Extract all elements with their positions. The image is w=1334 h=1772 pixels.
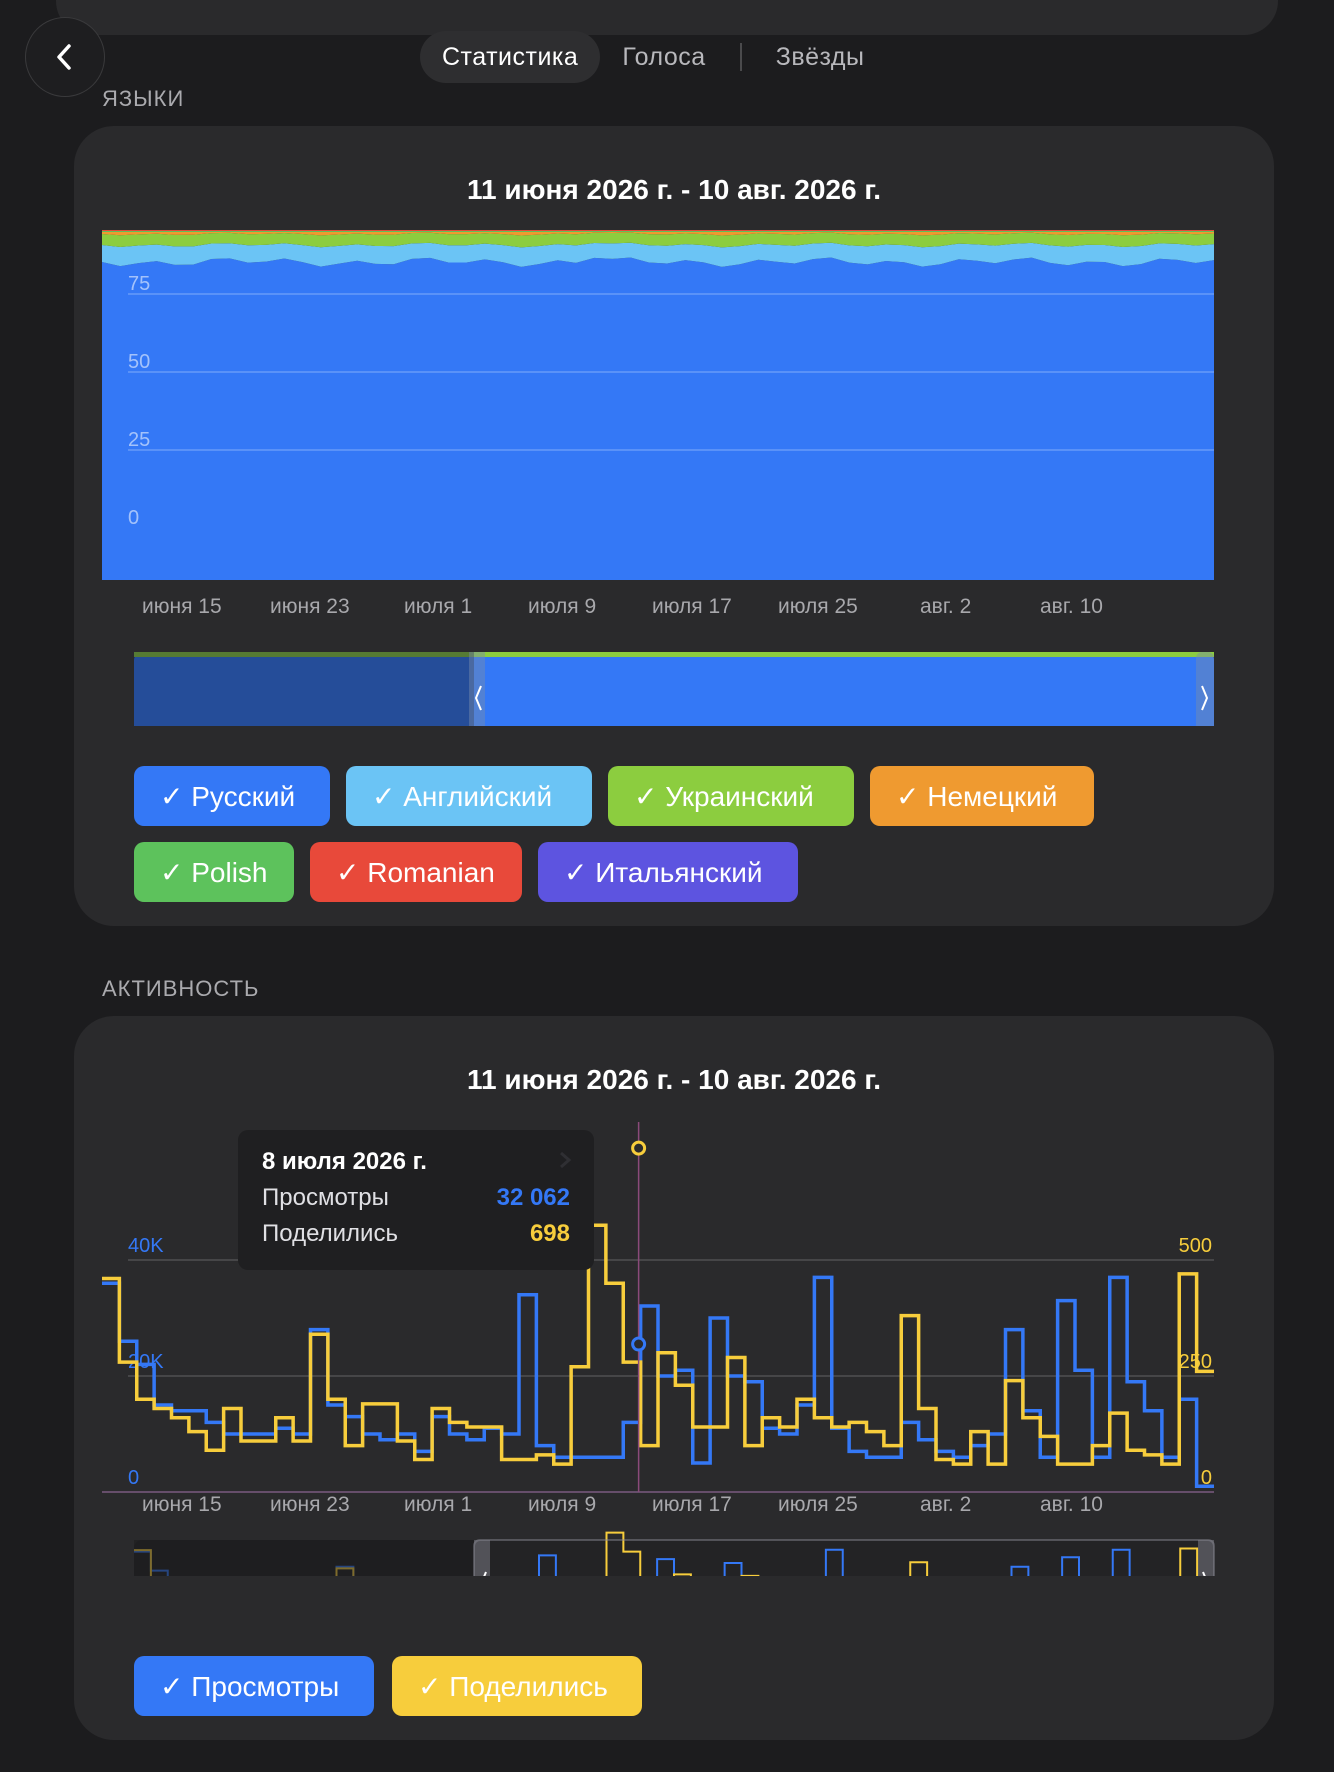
romanian-area [102,230,1214,231]
legend-shares[interactable]: ✓ Поделились [392,1656,642,1716]
legend-italian[interactable]: ✓ Итальянский [538,842,798,902]
tab-statistics[interactable]: Статистика [420,31,601,83]
x-tick-label: июля 17 [652,595,732,618]
y-right-tick-label: 0 [1201,1467,1212,1489]
languages-section-label: ЯЗЫКИ [102,86,185,111]
navigator-shares-line [134,1531,1199,1576]
views-point [631,1336,647,1352]
x-tick-label: июля 1 [404,595,472,618]
y-tick-label: 75 [128,273,150,295]
y-tick-label: 50 [128,351,150,373]
back-button[interactable] [25,17,105,97]
german-area [102,232,1214,236]
x-tick-label: авг. 10 [1040,595,1103,618]
chevron-left-icon [57,44,71,70]
x-tick-label: июля 9 [528,595,596,618]
handle-left-arrow-icon [474,685,482,711]
y-tick-label: 25 [128,429,150,451]
legend-russian[interactable]: ✓ Русский [134,766,330,826]
navigator-window[interactable] [473,1539,1215,1576]
shares-line [102,1223,1214,1466]
y-tick-label: 0 [128,507,139,529]
tab-stars[interactable]: Звёзды [775,42,865,71]
legend-ukrainian[interactable]: ✓ Украинский [608,766,854,826]
activity-section-label: АКТИВНОСТЬ [102,976,260,1001]
tooltip-row-shares: Поделились 698 [262,1220,570,1248]
legend-views[interactable]: ✓ Просмотры [134,1656,374,1716]
x-tick-label: июня 23 [270,1493,350,1516]
navigator-preview [134,652,1214,726]
tooltip-views-label: Просмотры [262,1184,389,1211]
languages-chart[interactable]: 75 50 25 0 июня 15 июня 23 июля 1 июля 9 июля 17… [74,126,1274,726]
shares-point [631,1140,647,1156]
polish-area [102,231,1214,232]
previous-card [56,0,1278,35]
y-right-tick-label: 500 [1179,1235,1212,1257]
x-tick-label: авг. 10 [1040,1493,1103,1516]
navigator-top-bands [134,652,1214,657]
x-tick-label: авг. 2 [920,1493,971,1516]
tab-divider [739,43,742,71]
handle-right-arrow-icon [1201,685,1209,711]
tooltip-views-value: 32 062 [496,1184,570,1211]
navigator-dim-region [134,1540,474,1576]
x-tick-label: июля 17 [652,1493,732,1516]
y-left-tick-label: 40K [128,1235,164,1257]
navigator-left-handle[interactable] [474,1540,490,1576]
tooltip-date: 8 июля 2026 г. [262,1148,427,1175]
tooltip-shares-value: 698 [529,1220,570,1247]
x-tick-label: июня 15 [142,595,222,618]
y-left-tick-label: 0 [128,1467,139,1489]
tab-bar: Статистика Голоса Звёзды [420,31,886,83]
x-tick-label: июля 1 [404,1493,472,1516]
languages-card: 11 июня 2026 г. - 10 авг. 2026 г. 75 50 25… [74,126,1274,926]
activity-tooltip: 8 июля 2026 г. Просмотры 32 062 Поделили… [238,1130,594,1270]
x-tick-label: июля 25 [778,595,858,618]
russian-area [102,257,1214,580]
navigator-left-handle[interactable] [469,652,485,726]
x-tick-label: июня 15 [142,1493,222,1516]
x-tick-label: июля 9 [528,1493,596,1516]
legend-romanian[interactable]: ✓ Romanian [310,842,522,902]
tooltip-row-views: Просмотры 32 062 [262,1184,570,1212]
x-tick-label: июля 25 [778,1493,858,1516]
navigator-dim-region [134,652,474,726]
navigator-right-handle[interactable] [1196,652,1214,726]
languages-date-range: 11 июня 2026 г. - 10 авг. 2026 г. [467,174,881,205]
tab-votes[interactable]: Голоса [622,42,706,71]
activity-card: 11 июня 2026 г. - 10 авг. 2026 г. 40K 20K… [74,1016,1274,1740]
legend-english[interactable]: ✓ Английский [346,766,592,826]
ukrainian-area [102,232,1214,248]
x-tick-label: авг. 2 [920,595,971,618]
navigator-right-handle[interactable] [1198,1540,1214,1576]
x-tick-label: июня 23 [270,595,350,618]
legend-german[interactable]: ✓ Немецкий [870,766,1094,826]
activity-date-range: 11 июня 2026 г. - 10 авг. 2026 г. [467,1064,881,1095]
tooltip-shares-label: Поделились [262,1220,398,1247]
legend-polish[interactable]: ✓ Polish [134,842,294,902]
english-area [102,242,1214,267]
chevron-right-icon[interactable] [558,1150,572,1170]
